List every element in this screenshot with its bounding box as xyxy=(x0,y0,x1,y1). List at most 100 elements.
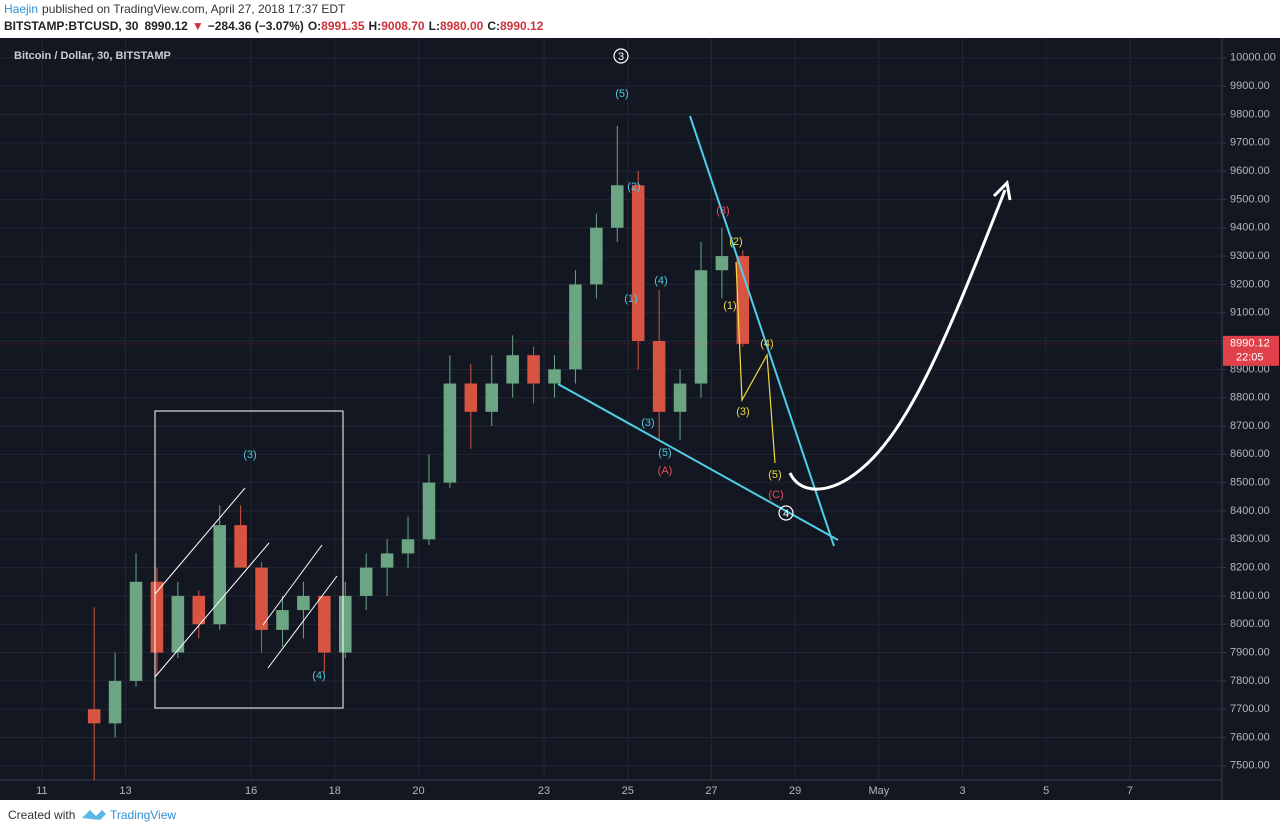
wave-label: (1) xyxy=(723,300,736,312)
last: 8990.12 xyxy=(144,19,188,33)
candle-body xyxy=(87,709,101,724)
wave-label: (1) xyxy=(624,293,637,305)
y-tick-label: 7500.00 xyxy=(1230,760,1270,772)
x-tick-label: 5 xyxy=(1043,785,1049,797)
h-value: 9008.70 xyxy=(381,19,425,33)
c-value: 8990.12 xyxy=(500,19,544,33)
candle-body xyxy=(527,355,540,384)
wave-label: (C) xyxy=(768,489,783,501)
channel-line xyxy=(262,544,323,626)
candle-body xyxy=(108,680,122,724)
projection-arrow xyxy=(788,189,1007,491)
chart-bg xyxy=(0,38,1280,800)
candle-body xyxy=(443,383,457,483)
wave-label: (2) xyxy=(729,236,742,248)
wave-label: (3) xyxy=(736,406,749,418)
y-tick-label: 8800.00 xyxy=(1230,392,1270,404)
grid xyxy=(0,38,1222,780)
y-tick-label: 9600.00 xyxy=(1230,165,1270,177)
candle-body xyxy=(485,383,499,412)
arrow-head xyxy=(992,179,1012,201)
y-tick-label: 8200.00 xyxy=(1230,562,1270,574)
change: −284.36 (−3.07%) xyxy=(208,19,304,33)
header-bg xyxy=(0,0,1280,38)
y-tick-label: 8300.00 xyxy=(1230,533,1270,545)
x-tick-label: 16 xyxy=(245,785,257,797)
y-tick-label: 7600.00 xyxy=(1230,731,1270,743)
y-tick-label: 9500.00 xyxy=(1230,193,1270,205)
candle-body xyxy=(192,595,206,625)
candle-body xyxy=(234,525,247,568)
candle-body xyxy=(338,595,352,653)
published: published on TradingView.com, April 27, … xyxy=(42,2,346,16)
wave-label: (5) xyxy=(615,88,628,100)
wave-label: 3 xyxy=(618,51,624,63)
y-tick-label: 9700.00 xyxy=(1230,137,1270,149)
wave-label: (5) xyxy=(658,447,671,459)
author[interactable]: Haejin xyxy=(4,2,38,16)
y-tick-label: 7700.00 xyxy=(1230,703,1270,715)
y-tick-label: 8100.00 xyxy=(1230,590,1270,602)
l-label: L: xyxy=(429,19,440,33)
candle-body xyxy=(590,227,603,285)
wave-path xyxy=(735,261,776,464)
y-tick-label: 9400.00 xyxy=(1230,222,1270,234)
y-tick-label: 8600.00 xyxy=(1230,448,1270,460)
tradingview-logo xyxy=(82,810,106,820)
candle-body xyxy=(736,256,750,344)
candle-body xyxy=(464,383,478,412)
footer-brand[interactable]: TradingView xyxy=(110,808,176,822)
candle-body xyxy=(359,567,373,596)
y-tick-label: 8000.00 xyxy=(1230,618,1270,630)
candle-body xyxy=(652,341,666,412)
footer-bg xyxy=(0,800,1280,833)
wave-label: 4 xyxy=(783,508,789,520)
candles xyxy=(87,125,750,780)
y-tick-label: 7900.00 xyxy=(1230,646,1270,658)
wave-label: (4) xyxy=(312,670,325,682)
candle-body xyxy=(401,539,415,554)
wave-label: (3) xyxy=(641,417,654,429)
x-tick-label: May xyxy=(868,785,889,797)
symbol: BITSTAMP:BTCUSD, 30 xyxy=(4,19,139,33)
annotations: (5) (2) (1) (4) (3) (5) (A) (3) (2) (1) (4) (3) (5) (… xyxy=(243,48,794,682)
candle-body xyxy=(297,595,310,611)
x-tick-label: 18 xyxy=(329,785,341,797)
y-tick-label: 8400.00 xyxy=(1230,505,1270,517)
y-tick-label: 8500.00 xyxy=(1230,477,1270,489)
wave-label: (A) xyxy=(658,465,673,477)
box-drawing xyxy=(154,410,344,709)
candle-body xyxy=(694,270,708,384)
candle-body xyxy=(380,553,394,568)
y-tick-label: 9900.00 xyxy=(1230,80,1270,92)
candle-body xyxy=(611,185,624,228)
wave-label: (4) xyxy=(654,275,667,287)
x-tick-label: 25 xyxy=(622,785,634,797)
chart-title: Bitcoin / Dollar, 30, BITSTAMP xyxy=(14,50,171,62)
o-label: O: xyxy=(308,19,321,33)
last-price-box xyxy=(1223,335,1279,366)
trend-line xyxy=(689,115,835,547)
candle-body xyxy=(276,610,289,630)
y-tick-label: 7800.00 xyxy=(1230,675,1270,687)
candle-body xyxy=(318,595,331,653)
y-tick-label: 10000.00 xyxy=(1230,52,1276,64)
candle-body xyxy=(213,525,226,625)
x-tick-label: 27 xyxy=(705,785,717,797)
y-tick-label: 9300.00 xyxy=(1230,250,1270,262)
candle-body xyxy=(171,595,185,653)
header-line-2: BITSTAMP:BTCUSD, 30 8990.12 ▼ −284.36 (−3.0… xyxy=(4,19,544,33)
arrow: ▼ xyxy=(192,19,204,33)
wave-circle xyxy=(613,48,629,64)
x-tick-label: 29 xyxy=(789,785,801,797)
channel-line xyxy=(154,542,270,678)
x-tick-label: 7 xyxy=(1127,785,1133,797)
last-price-label: 8990.12 xyxy=(1230,338,1270,350)
wave-label: (3) xyxy=(716,205,729,217)
drawings xyxy=(154,115,1012,709)
candle-body xyxy=(506,355,519,384)
y-tick-label: 9100.00 xyxy=(1230,307,1270,319)
wave-label: (5) xyxy=(768,469,781,481)
